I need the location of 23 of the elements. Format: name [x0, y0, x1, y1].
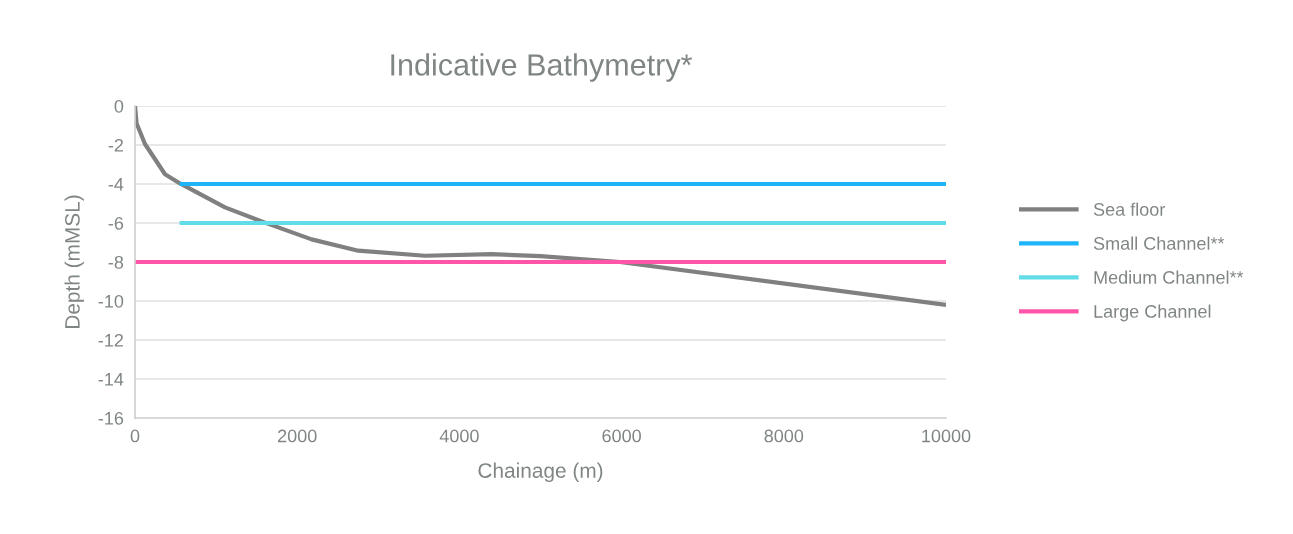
line-series	[135, 106, 946, 307]
x-tick-label: 10000	[922, 429, 971, 443]
x-tick-label: 8000	[764, 429, 804, 443]
y-tick-label: -4	[108, 178, 124, 191]
x-tick-label: 2000	[278, 429, 317, 443]
x-axis-title: Chainage (m)	[478, 462, 603, 483]
chart-title: Indicative Bathymetry*	[391, 53, 693, 82]
legend-label: Medium Channel**	[1094, 270, 1244, 284]
legend-label: Large Channel	[1094, 304, 1211, 322]
y-tick-label: -2	[108, 138, 123, 152]
x-tick-label: 4000	[439, 429, 479, 443]
y-tick-label: -10	[98, 294, 124, 308]
y-tick-label: 0	[114, 99, 124, 113]
legend-label: Sea floor	[1093, 202, 1166, 216]
x-tick-label: 6000	[602, 429, 641, 443]
y-tick-label: -16	[98, 411, 124, 425]
y-axis-title: Depth (mMSL)	[64, 195, 84, 329]
y-tick-label: -8	[108, 255, 124, 269]
y-tick-label: -6	[108, 216, 124, 230]
y-tick-label: -14	[98, 373, 124, 386]
y-tick-label: -12	[98, 333, 123, 347]
legend-label: Small Channel**	[1093, 236, 1225, 250]
x-tick-label: 0	[130, 429, 140, 443]
